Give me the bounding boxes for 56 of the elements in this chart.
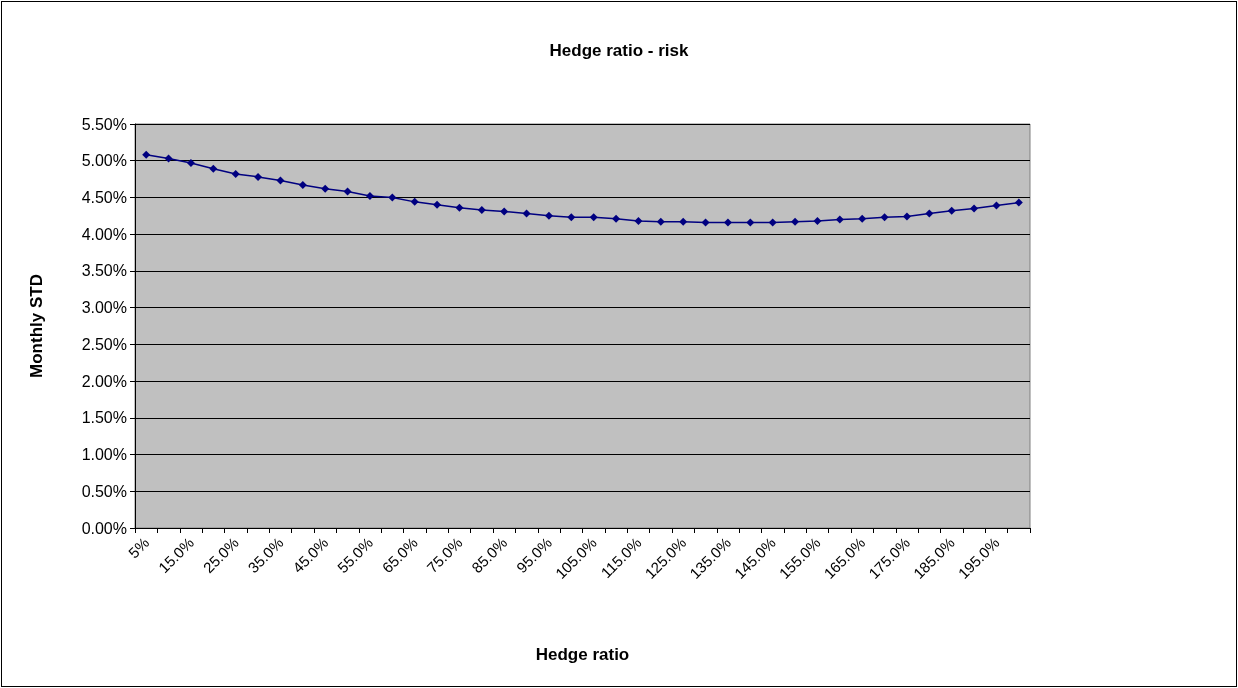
y-tick-label: 4.50%	[81, 188, 127, 206]
point	[925, 209, 934, 218]
point	[142, 150, 151, 159]
point	[298, 180, 307, 189]
point	[1014, 198, 1023, 207]
point	[522, 209, 531, 218]
point	[902, 212, 911, 221]
point	[612, 214, 621, 223]
y-tick-label: 1.50%	[81, 409, 127, 427]
y-tick-label: 4.00%	[81, 225, 127, 243]
point	[768, 218, 777, 227]
y-tick-label: 1.00%	[81, 446, 127, 464]
y-tick-label: 0.50%	[81, 482, 127, 500]
point	[880, 213, 889, 222]
point	[656, 217, 665, 226]
point	[410, 197, 419, 206]
point	[679, 217, 688, 226]
point	[544, 211, 553, 220]
point	[477, 205, 486, 214]
y-tick-label: 3.50%	[81, 262, 127, 280]
y-tick-label: 2.50%	[81, 335, 127, 353]
y-tick-label: 3.00%	[81, 299, 127, 317]
point	[276, 176, 285, 185]
point	[947, 206, 956, 215]
point	[835, 215, 844, 224]
y-tick-label: 2.00%	[81, 372, 127, 390]
y-tick-label: 0.00%	[81, 519, 127, 537]
y-tick-label: 5.00%	[81, 152, 127, 170]
point	[701, 218, 710, 227]
point	[231, 169, 240, 178]
point	[254, 172, 263, 181]
point	[500, 207, 509, 216]
point	[164, 154, 173, 163]
point	[567, 213, 576, 222]
point	[791, 217, 800, 226]
point	[858, 214, 867, 223]
point	[388, 193, 397, 202]
point	[455, 203, 464, 212]
x-axis-title: Hedge ratio	[535, 645, 630, 664]
point	[209, 164, 218, 173]
x-tick-label: 5%	[124, 533, 153, 562]
point	[634, 216, 643, 225]
point	[970, 204, 979, 213]
point	[992, 201, 1001, 210]
y-axis-title: Monthly STD	[27, 274, 46, 378]
point	[365, 191, 374, 200]
point	[746, 218, 755, 227]
point	[589, 213, 598, 222]
point	[186, 158, 195, 167]
point	[321, 184, 330, 193]
point	[433, 200, 442, 209]
point	[343, 187, 352, 196]
y-tick-label: 5.50%	[81, 115, 127, 133]
point	[723, 218, 732, 227]
point	[813, 216, 822, 225]
chart-title: Hedge ratio - risk	[549, 41, 689, 60]
